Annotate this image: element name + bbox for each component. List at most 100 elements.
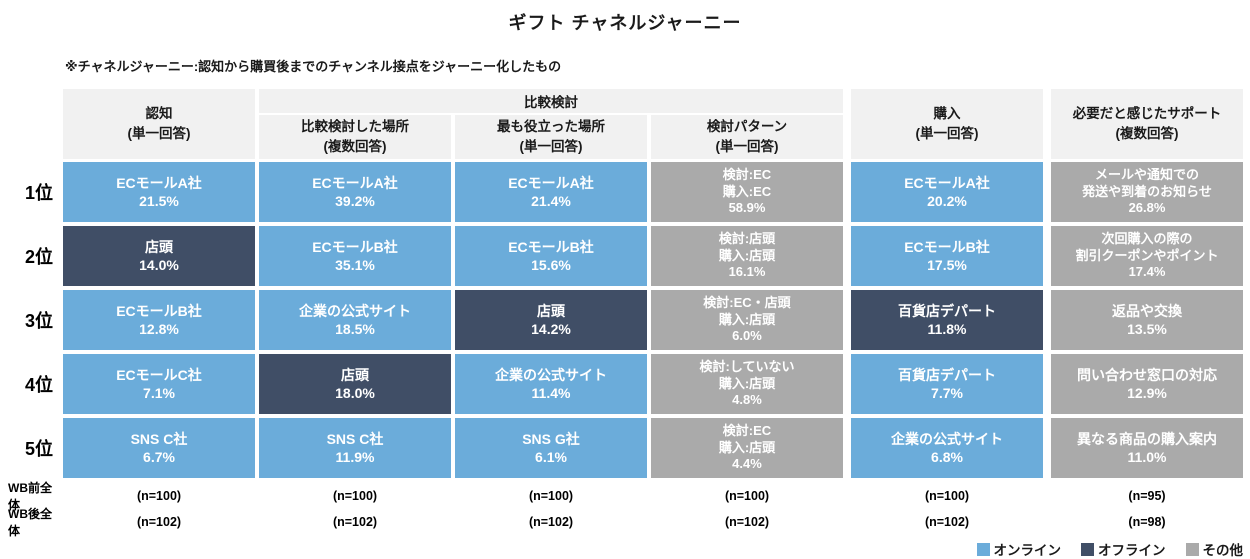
journey-cell: 異なる商品の購入案内 11.0% <box>1051 418 1243 478</box>
cell-label: 異なる商品の購入案内 <box>1077 430 1217 447</box>
cell-label: ECモールB社 <box>904 238 990 255</box>
cell-label: 購入:店頭 <box>718 311 776 327</box>
online-swatch-icon <box>976 542 990 556</box>
table-row: 5位 SNS C社 6.7% SNS C社 11.9% SNS G社 6.1% 検討:EC 購入… <box>0 418 1250 478</box>
journey-cell: 百貨店デパート 11.8% <box>851 290 1043 350</box>
journey-cell: 百貨店デパート 7.7% <box>851 354 1043 414</box>
cell-value: 4.4% <box>732 456 762 472</box>
cell-value: 14.0% <box>139 257 179 273</box>
journey-cell: ECモールB社 15.6% <box>455 226 647 286</box>
cell-value: 18.5% <box>335 321 375 337</box>
header-purchase-sub: (単一回答) <box>915 126 979 141</box>
cell-label: 問い合わせ窓口の対応 <box>1077 366 1217 383</box>
journey-cell: 検討:していない 購入:店頭 4.8% <box>651 354 843 414</box>
sample-size-value: (n=100) <box>924 489 970 503</box>
journey-cell: ECモールB社 17.5% <box>851 226 1043 286</box>
sample-size-value: (n=102) <box>136 515 182 529</box>
header-support: 必要だと感じたサポート (複数回答) <box>1051 89 1243 159</box>
sample-size-value: (n=100) <box>724 489 770 503</box>
journey-cell: 店頭 14.0% <box>63 226 255 286</box>
sample-size-row: WB前全体 (n=100) (n=100) (n=100) (n=100) (n=100)… <box>0 481 1250 512</box>
legend-item-online: オンライン <box>976 539 1062 559</box>
sample-size-row: WB後全体 (n=102) (n=102) (n=102) (n=102) (n=102)… <box>0 507 1250 538</box>
header-compared-places-sub: (複数回答) <box>323 139 387 154</box>
header-consideration-pattern-sub: (単一回答) <box>715 139 779 154</box>
journey-cell: 検討:EC 購入:EC 58.9% <box>651 162 843 222</box>
journey-definition-note: ※チャネルジャーニー:認知から購買後までのチャンネル接点をジャーニー化したもの <box>65 59 562 74</box>
legend-label: オンライン <box>993 543 1062 558</box>
journey-cell: ECモールA社 20.2% <box>851 162 1043 222</box>
page-title: ギフト チャネルジャーニー <box>508 13 742 33</box>
cell-label: 購入:EC <box>722 183 772 199</box>
cell-label: SNS C社 <box>130 430 188 447</box>
header-most-useful-place-sub: (単一回答) <box>519 139 583 154</box>
rank-label: 2位 <box>24 247 53 267</box>
journey-cell: 店頭 18.0% <box>259 354 451 414</box>
cell-label: 購入:店頭 <box>718 439 776 455</box>
cell-label: 検討:EC <box>722 423 772 439</box>
sample-size-value: (n=100) <box>136 489 182 503</box>
cell-value: 11.0% <box>1127 449 1167 465</box>
journey-cell: 検討:店頭 購入:店頭 16.1% <box>651 226 843 286</box>
table-row: 3位 ECモールB社 12.8% 企業の公式サイト 18.5% 店頭 14.2% 検討:EC・… <box>0 290 1250 350</box>
header-compared-places: 比較検討した場所 (複数回答) <box>259 115 451 159</box>
sample-size-row-label: WB前全体 <box>8 481 52 512</box>
cell-value: 13.5% <box>1127 321 1167 337</box>
journey-cell: 店頭 14.2% <box>455 290 647 350</box>
legend-label: オフライン <box>1098 543 1166 558</box>
sample-size-row-label: WB後全体 <box>8 507 52 538</box>
cell-value: 6.1% <box>535 449 567 465</box>
header-comparison-group-title: 比較検討 <box>259 89 843 113</box>
cell-value: 7.1% <box>143 385 175 401</box>
cell-value: 21.4% <box>531 193 571 209</box>
journey-cell: SNS C社 11.9% <box>259 418 451 478</box>
cell-value: 6.7% <box>143 449 175 465</box>
header-purchase: 購入 (単一回答) <box>851 89 1043 159</box>
table-body: 1位 ECモールA社 21.5% ECモールA社 39.2% ECモールA社 21.4% 検討… <box>0 162 1250 478</box>
sample-size-value: (n=102) <box>724 515 770 529</box>
cell-value: 12.8% <box>139 321 179 337</box>
journey-cell: 企業の公式サイト 18.5% <box>259 290 451 350</box>
cell-label: ECモールA社 <box>508 174 594 191</box>
cell-value: 35.1% <box>335 257 375 273</box>
header-consideration-pattern: 検討パターン (単一回答) <box>651 115 843 159</box>
cell-value: 18.0% <box>335 385 375 401</box>
cell-label: ECモールB社 <box>116 302 202 319</box>
sample-size-value: (n=102) <box>332 515 378 529</box>
cell-value: 14.2% <box>531 321 571 337</box>
table-row: 1位 ECモールA社 21.5% ECモールA社 39.2% ECモールA社 21.4% 検討… <box>0 162 1250 222</box>
cell-label: ECモールC社 <box>116 366 202 383</box>
table-header-row: 認知 (単一回答) 比較検討 比較検討した場所 (複数回答) 最も役立った場所 … <box>0 89 1250 159</box>
sample-size-value: (n=100) <box>332 489 378 503</box>
cell-label: 百貨店デパート <box>898 366 996 383</box>
cell-value: 39.2% <box>335 193 375 209</box>
cell-value: 16.1% <box>728 264 766 280</box>
sample-size-value: (n=98) <box>1128 515 1166 529</box>
cell-label: SNS G社 <box>522 430 580 447</box>
journey-cell: ECモールA社 21.5% <box>63 162 255 222</box>
journey-cell: ECモールB社 35.1% <box>259 226 451 286</box>
cell-value: 12.9% <box>1127 385 1167 401</box>
cell-value: 6.8% <box>931 449 963 465</box>
header-awareness-sub: (単一回答) <box>127 126 191 141</box>
cell-value: 11.9% <box>335 449 375 465</box>
cell-value: 6.0% <box>732 328 762 344</box>
journey-cell: メールや通知での 発送や到着のお知らせ 26.8% <box>1051 162 1243 222</box>
cell-label: SNS C社 <box>326 430 384 447</box>
table-row: 4位 ECモールC社 7.1% 店頭 18.0% 企業の公式サイト 11.4% 検討:していな… <box>0 354 1250 414</box>
cell-label: ECモールB社 <box>508 238 594 255</box>
cell-value: 15.6% <box>531 257 571 273</box>
cell-value: 7.7% <box>931 385 963 401</box>
cell-value: 26.8% <box>1128 200 1166 216</box>
offline-swatch-icon <box>1081 542 1094 556</box>
cell-label: 企業の公式サイト <box>299 302 411 319</box>
header-awareness-title: 認知 <box>145 106 173 122</box>
sample-size-value: (n=102) <box>924 515 970 529</box>
header-purchase-title: 購入 <box>933 106 961 122</box>
table-footer: WB前全体 (n=100) (n=100) (n=100) (n=100) (n=100)… <box>0 481 1250 538</box>
cell-value: 17.4% <box>1128 264 1166 280</box>
legend-label: その他 <box>1202 543 1244 558</box>
cell-label: 検討:EC・店頭 <box>703 295 791 311</box>
channel-journey-table: 認知 (単一回答) 比較検討 比較検討した場所 (複数回答) 最も役立った場所 … <box>0 89 1250 538</box>
cell-value: 21.5% <box>139 193 179 209</box>
